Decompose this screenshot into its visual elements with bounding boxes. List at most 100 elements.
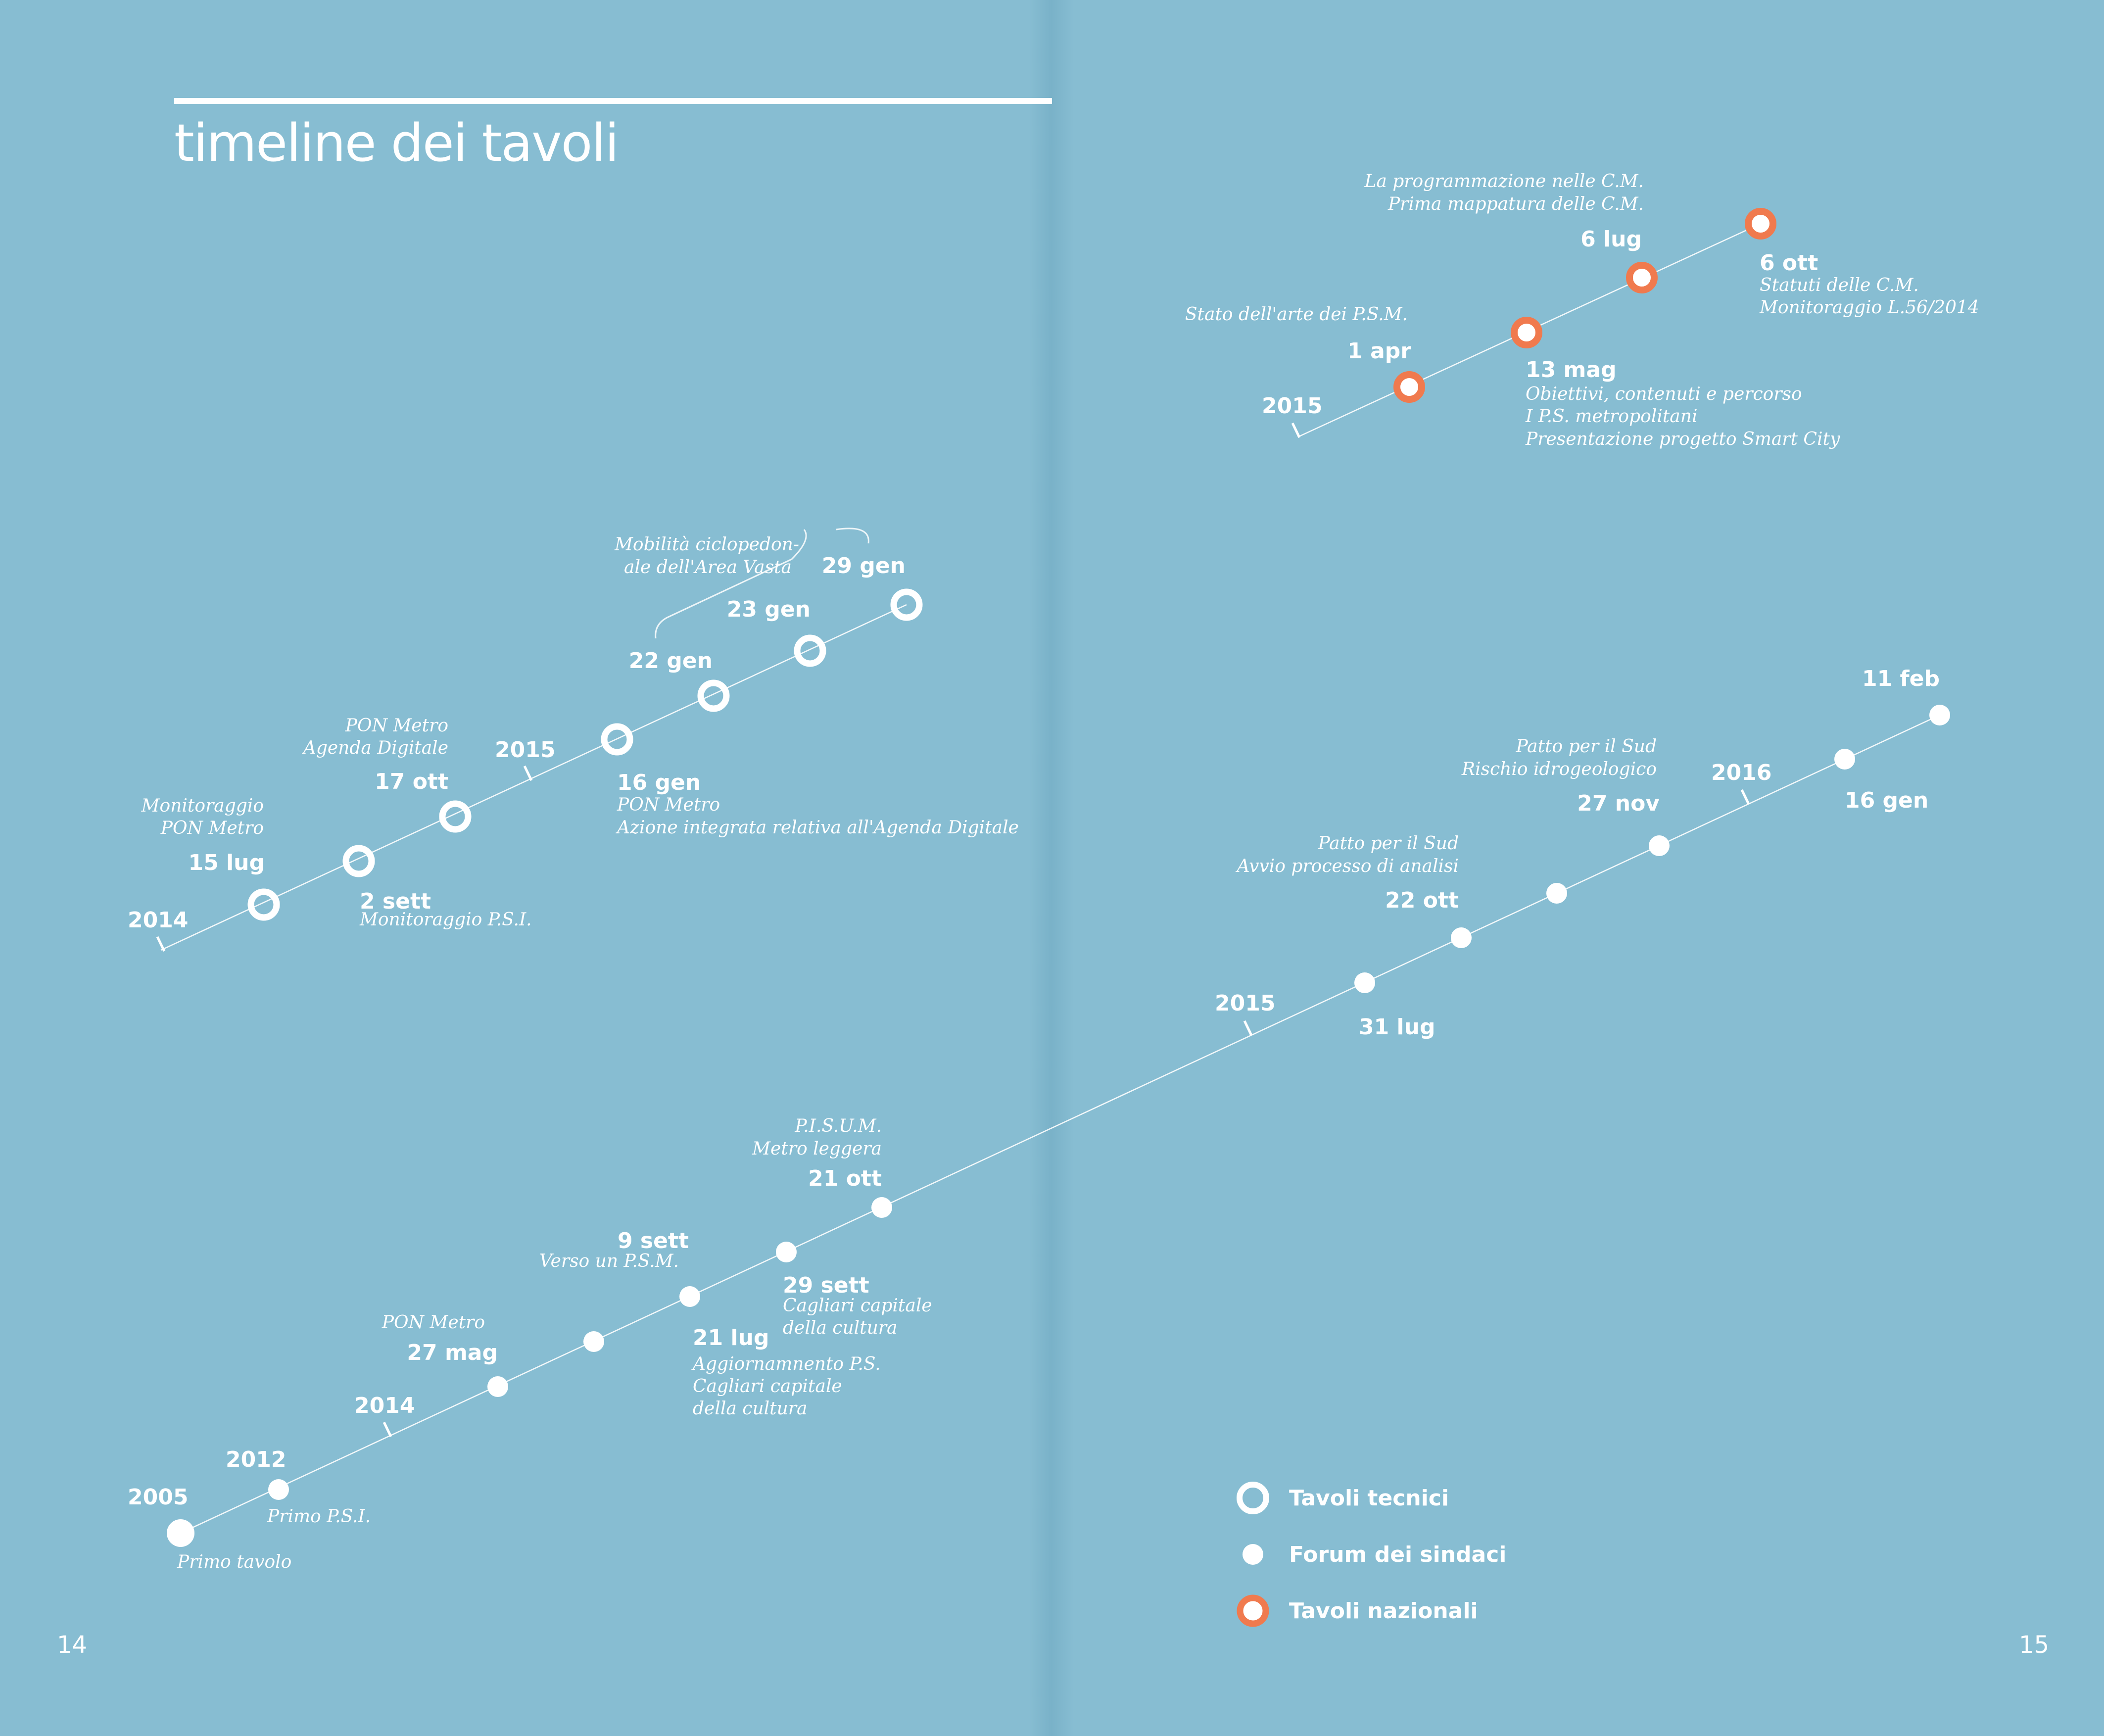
page-number-left: 14 [57,1631,88,1659]
event-date: 21 ott [808,1166,882,1191]
event-date: 16 gen [617,770,701,795]
event-date: 11 feb [1862,666,1940,691]
event-marker-nazionali [1393,371,1425,403]
event-note: La programmazione nelle C.M. [1364,171,1644,192]
event-date: 23 gen [727,597,811,622]
event-marker-nazionali [1511,317,1542,348]
event-note: Primo P.S.I. [267,1506,371,1527]
event-date: 9 sett [618,1228,689,1254]
year-label: 2016 [1711,760,1771,785]
legend-label: Forum dei sindaci [1289,1542,1507,1567]
timeline-axis [180,714,1940,1534]
event-marker-forum [1546,883,1567,904]
event-note: Presentazione progetto Smart City [1525,429,1840,449]
event-note: Monitoraggio L.56/2014 [1759,297,1979,318]
year-label: 2015 [495,737,555,763]
event-date: 22 gen [629,648,713,674]
event-note: Stato dell'arte dei P.S.M. [1185,304,1408,325]
event-date: 22 ott [1385,888,1459,913]
title-rule [174,98,1052,104]
event-marker-nazionali [1745,208,1776,240]
event-marker-forum [776,1242,797,1262]
timeline-forum: 2014 2015 2016 2005 Primo tavolo 2012 Pr… [128,666,1950,1572]
event-note: della cultura [693,1398,807,1419]
year-tick [1243,1020,1253,1036]
event-note: Cagliari capitale [693,1376,842,1397]
event-date: 15 lug [189,850,265,875]
event-note: Monitoraggio P.S.I. [359,910,532,930]
event-date: 13 mag [1526,357,1617,383]
year-tick [1291,422,1301,438]
event-date: 2005 [128,1485,188,1510]
event-note: Avvio processo di analisi [1236,856,1459,876]
event-note: Obiettivi, contenuti e percorso [1526,384,1802,404]
page-number-right: 15 [2019,1631,2050,1659]
event-note: I P.S. metropolitani [1525,406,1697,427]
event-date: 6 ott [1760,250,1818,276]
event-date: 1 apr [1347,338,1411,364]
event-date: 6 lug [1580,227,1642,252]
event-note: Azione integrata relativa all'Agenda Dig… [616,818,1019,838]
event-date: 17 ott [375,769,448,794]
event-note: Cagliari capitale [783,1296,932,1316]
bracket-note: Mobilità ciclopedon- [614,534,799,555]
event-date: 31 lug [1359,1014,1435,1040]
year-label: 2015 [1215,991,1275,1016]
year-label: 2015 [1262,393,1322,419]
event-note: PON Metro [382,1312,485,1333]
event-marker-forum [1649,835,1670,856]
event-date: 27 nov [1577,791,1660,816]
event-marker-forum [167,1519,194,1547]
event-note: Patto per il Sud [1318,833,1459,854]
event-marker-nazionali [1626,262,1658,293]
event-note: Primo tavolo [177,1552,291,1572]
event-note: Aggiornamnento P.S. [691,1354,881,1374]
event-note: Agenda Digitale [302,738,448,758]
event-marker-tecnici [794,634,826,667]
event-marker-tecnici [697,679,730,712]
event-date: 21 lug [693,1325,769,1350]
event-marker-tecnici [247,888,280,921]
bracket-note: ale dell'Area Vasta [624,557,792,578]
event-marker-tecnici [439,800,472,833]
event-marker-tecnici [890,588,923,621]
event-marker-forum [871,1197,892,1218]
event-marker-forum [1354,972,1375,993]
event-marker-forum [487,1376,508,1397]
legend-label: Tavoli nazionali [1289,1598,1478,1624]
event-date: 2012 [226,1447,286,1472]
event-note: Rischio idrogeologico [1461,759,1657,779]
year-tick [1740,789,1750,805]
ring-marker-icon [1237,1482,1269,1514]
event-date: 16 gen [1845,788,1928,813]
event-marker-forum [1929,705,1950,725]
event-note: PON Metro [160,818,264,838]
event-date: 2 sett [360,889,431,914]
bracket-connector [655,528,869,639]
event-note: PON Metro [345,716,448,736]
event-note: Statuti delle C.M. [1760,275,1919,295]
timeline-nazionali: 2015 1 apr Stato dell'arte dei P.S.M. 13… [1185,171,1979,449]
year-tick [156,936,166,952]
event-note: PON Metro [617,795,720,815]
event-note: Patto per il Sud [1516,736,1657,757]
event-marker-forum [1834,749,1855,770]
event-note: Prima mappatura delle C.M. [1387,194,1644,214]
event-date: 27 mag [407,1340,498,1365]
timeline-axis [160,604,907,951]
event-note: P.I.S.U.M. [794,1116,882,1136]
event-note: Monitoraggio [141,796,264,816]
event-note: Verso un P.S.M. [539,1251,679,1271]
year-label: 2014 [128,908,188,933]
page-title: timeline dei tavoli [174,113,619,173]
event-marker-forum [679,1286,700,1307]
event-marker-forum [268,1479,289,1500]
event-note: della cultura [783,1318,897,1338]
timeline-tecnici: 2014 2015 15 lug Monitoraggio PON Metro … [128,528,1019,952]
year-tick [383,1421,392,1438]
year-label: 2014 [354,1393,415,1418]
page-fold [1029,0,1074,1736]
dot-marker-icon [1243,1544,1263,1565]
event-note: Metro leggera [752,1139,882,1159]
